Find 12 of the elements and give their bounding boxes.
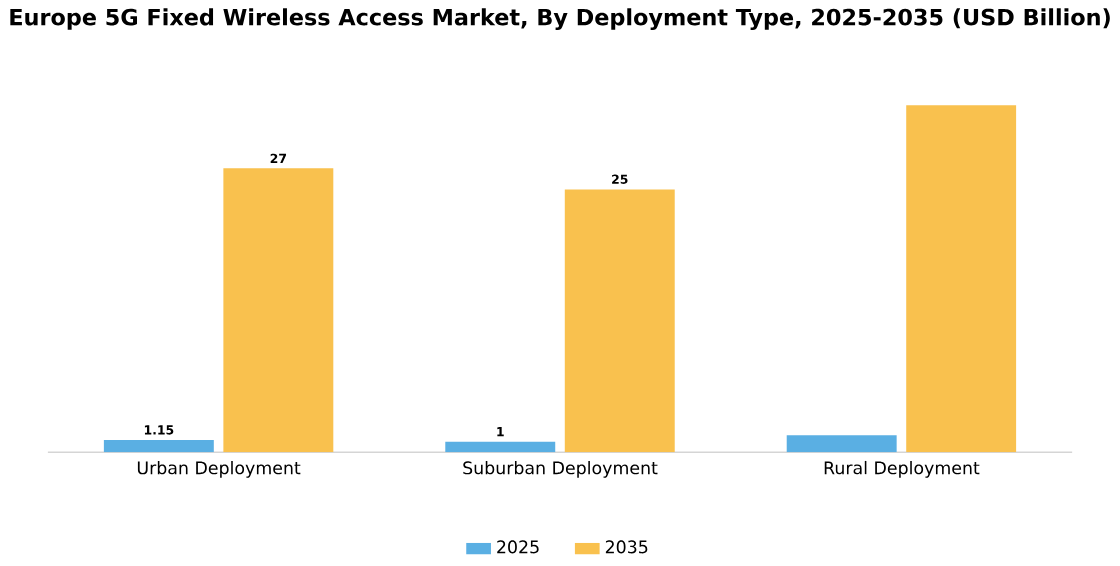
x-tick-label: Rural Deployment xyxy=(824,460,980,478)
x-tick-label: Suburban Deployment xyxy=(463,460,658,478)
bar xyxy=(445,441,556,452)
x-tick-label: Urban Deployment xyxy=(137,460,301,478)
bar xyxy=(103,439,214,452)
bar xyxy=(223,167,334,452)
legend-label: 2025 xyxy=(497,539,539,554)
bar xyxy=(906,104,1017,452)
bar xyxy=(564,188,675,452)
legend-label: 2035 xyxy=(605,539,648,554)
bar xyxy=(786,434,897,452)
chart-title: Europe 5G Fixed Wireless Access Market, By Deployment Type, 2025-2035 (USD Billion) xyxy=(10,7,1110,30)
